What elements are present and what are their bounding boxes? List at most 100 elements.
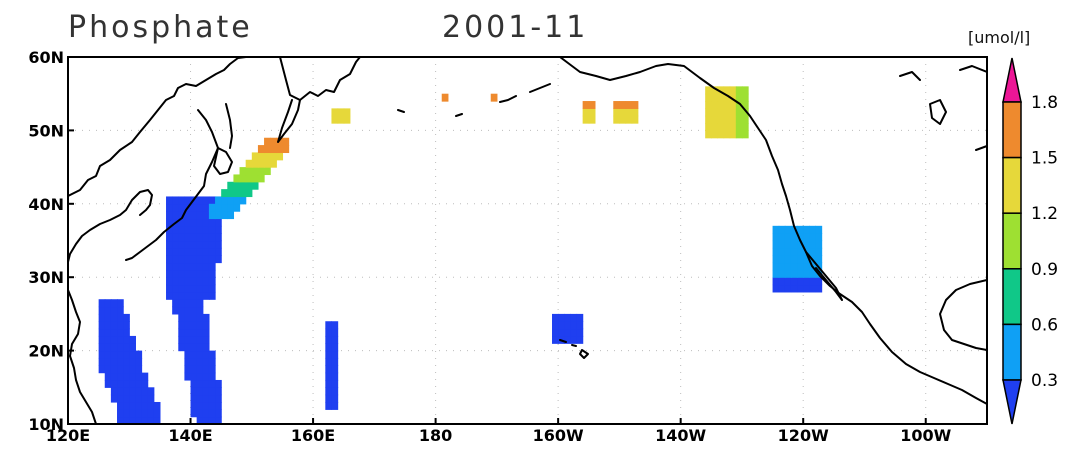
- data-cell-west-pacific-band-2: [196, 284, 204, 293]
- data-cell-west-pacific-band-2: [190, 247, 198, 256]
- data-cell-kuroshio-extension: [251, 159, 259, 168]
- data-cell-west-pacific-band-2: [196, 240, 204, 249]
- data-cell-west-pacific-band-2: [196, 291, 204, 300]
- data-cell-west-pacific-band-2: [202, 350, 210, 359]
- data-cell-west-pacific-band-2: [208, 196, 216, 205]
- data-cell-north-pacific-patches: [490, 93, 498, 102]
- data-cell-west-pacific-band-1: [141, 409, 149, 418]
- data-cell-west-pacific-band-2: [215, 218, 222, 227]
- data-cell-hawaii: [576, 335, 584, 344]
- data-cell-west-pacific-band-1: [141, 401, 149, 410]
- data-cell-west-pacific-band-2: [196, 299, 204, 308]
- data-cell-california-current: [790, 277, 798, 286]
- data-cell-west-pacific-band-2: [184, 211, 192, 220]
- data-cell-west-pacific-band-2: [202, 365, 210, 374]
- colorbar-bottom-triangle: [1002, 379, 1022, 425]
- data-cell-west-pacific-band-2: [190, 306, 198, 315]
- coastline-china: [68, 289, 97, 424]
- data-cell-california-current: [778, 255, 786, 264]
- data-cell-hawaii: [570, 335, 578, 344]
- data-cell-hawaii: [564, 313, 571, 322]
- data-cell-west-pacific-band-2: [184, 218, 192, 227]
- data-cell-west-pacific-band-1: [129, 409, 136, 418]
- data-cell-west-pacific-band-2: [190, 335, 198, 344]
- data-cell-west-pacific-band-1: [104, 335, 112, 344]
- data-cell-hawaii: [558, 313, 565, 322]
- data-cell-west-pacific-band-1: [135, 379, 143, 388]
- data-cell-west-pacific-band-2: [196, 262, 204, 271]
- data-cell-kuroshio-extension: [264, 145, 271, 154]
- data-cell-west-pacific-band-2: [172, 247, 179, 256]
- data-cell-north-pacific-patches: [582, 101, 590, 109]
- data-cell-california-current: [778, 225, 786, 234]
- data-cell-west-pacific-band-1: [117, 313, 124, 322]
- data-cell-west-pacific-band-2: [202, 225, 210, 234]
- data-cell-west-pacific-band-2: [215, 247, 222, 256]
- data-cell-west-pacific-band-2: [172, 233, 179, 242]
- data-cell-west-pacific-band-2: [208, 255, 216, 264]
- data-cell-gulf-of-alaska: [741, 130, 749, 139]
- data-cell-west-pacific-band-2: [208, 277, 216, 286]
- data-cell-california-current: [809, 284, 817, 293]
- data-cell-west-pacific-band-1: [147, 394, 155, 403]
- data-cell-kuroshio-extension: [245, 189, 253, 198]
- data-cell-california-current: [809, 225, 817, 234]
- data-cell-west-pacific-band-2: [178, 335, 186, 344]
- data-cell-kuroshio-extension: [227, 189, 235, 198]
- data-cell-west-pacific-band-1: [117, 335, 124, 344]
- data-cell-gulf-of-alaska: [741, 93, 749, 102]
- data-cell-west-pacific-band-1: [153, 416, 161, 424]
- data-cell-gulf-of-alaska: [705, 93, 712, 102]
- data-cell-central-pacific-strip: [331, 321, 339, 330]
- data-cell-west-pacific-band-2: [184, 196, 192, 205]
- data-cell-california-current: [815, 284, 823, 293]
- data-cell-west-pacific-band-2: [184, 372, 192, 381]
- colorbar-label: 0.3: [1031, 371, 1058, 391]
- data-cell-west-pacific-band-1: [147, 416, 155, 424]
- data-cell-west-pacific-band-2: [208, 225, 216, 234]
- coastline-asia: [68, 57, 361, 197]
- data-cell-west-pacific-band-2: [190, 350, 198, 359]
- data-cell-west-pacific-band-1: [129, 335, 136, 344]
- data-cell-west-pacific-band-1: [117, 394, 124, 403]
- data-cell-california-current: [803, 225, 810, 234]
- data-cell-kuroshio-extension: [239, 181, 247, 190]
- data-cell-gulf-of-alaska: [705, 86, 712, 95]
- data-cell-west-pacific-band-1: [110, 372, 118, 381]
- data-cell-west-pacific-band-2: [166, 225, 173, 234]
- data-cell-gulf-of-alaska: [729, 115, 737, 124]
- data-cell-west-pacific-band-2: [196, 196, 204, 205]
- data-cell-central-pacific-strip: [325, 387, 333, 396]
- y-tick-label: 30N: [28, 268, 64, 287]
- data-cell-kuroshio-extension: [257, 174, 265, 183]
- data-cell-california-current: [790, 233, 798, 242]
- data-cell-west-pacific-band-2: [190, 218, 198, 227]
- data-cell-west-pacific-band-2: [190, 328, 198, 337]
- data-cell-north-pacific-patches: [631, 115, 639, 124]
- data-cell-west-pacific-band-1: [117, 372, 124, 381]
- data-cell-central-pacific-strip: [325, 372, 333, 381]
- data-cell-west-pacific-band-1: [104, 350, 112, 359]
- data-cell-west-pacific-band-1: [117, 350, 124, 359]
- data-cell-california-current: [803, 262, 810, 271]
- data-cell-north-pacific-patches: [631, 101, 639, 109]
- data-cell-kuroshio-extension: [257, 167, 265, 176]
- data-cell-kuroshio-extension: [215, 203, 222, 212]
- data-cell-west-pacific-band-2: [215, 233, 222, 242]
- colorbar-box: [1002, 101, 1022, 159]
- x-tick-label: 140W: [655, 426, 706, 445]
- data-cell-west-pacific-band-1: [104, 379, 112, 388]
- data-cell-west-pacific-band-2: [172, 284, 179, 293]
- data-cell-kuroshio-extension: [221, 211, 228, 220]
- data-cell-central-pacific-strip: [331, 335, 339, 344]
- data-cell-west-pacific-band-2: [215, 379, 222, 388]
- data-cell-north-pacific-patches: [331, 115, 339, 124]
- data-cell-kuroshio-extension: [270, 137, 277, 146]
- data-cell-kuroshio-extension: [251, 181, 259, 190]
- data-cell-north-pacific-patches: [331, 108, 339, 117]
- data-cell-north-pacific-patches: [582, 115, 590, 124]
- data-cell-gulf-of-alaska: [705, 123, 712, 131]
- data-cell-gulf-of-alaska: [705, 108, 712, 117]
- data-cell-west-pacific-band-2: [190, 313, 198, 322]
- data-cell-west-pacific-band-2: [202, 394, 210, 403]
